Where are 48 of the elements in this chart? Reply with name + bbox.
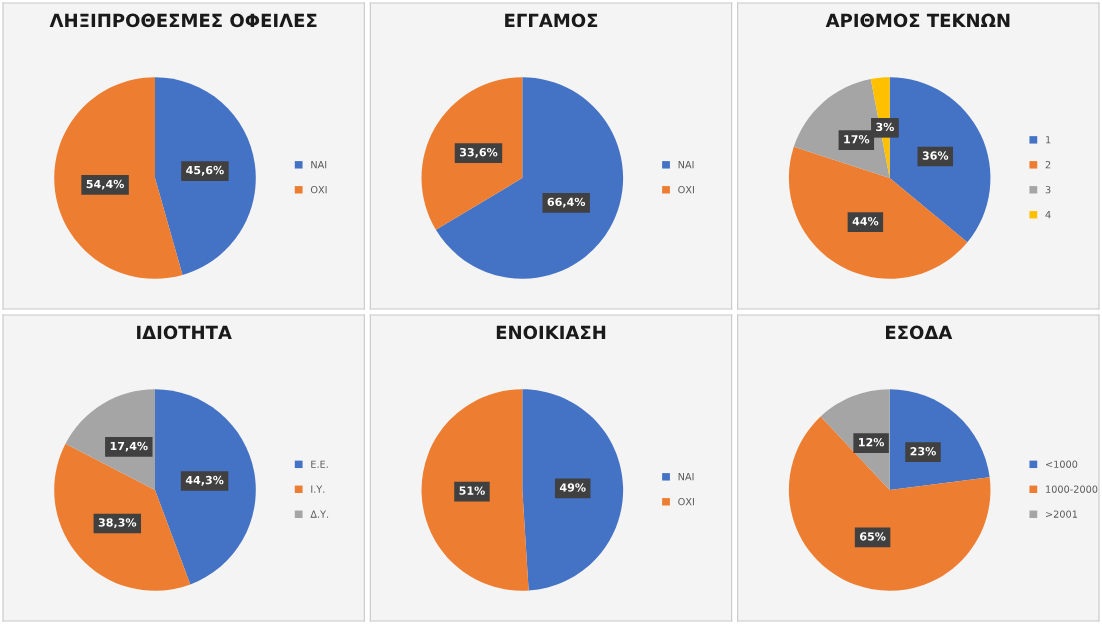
data-label: 44% bbox=[852, 216, 879, 226]
legend-label: Δ.Υ. bbox=[310, 510, 329, 518]
chart-title: ΑΡΙΘΜΟΣ ΤΕΚΝΩΝ bbox=[825, 13, 1010, 28]
legend-label: 4 bbox=[1045, 211, 1051, 219]
data-label: 38,3% bbox=[98, 518, 137, 529]
legend-label: 1000-2000 bbox=[1046, 485, 1098, 493]
chart-title: ΕΣΟΔΑ bbox=[886, 325, 953, 340]
chart-title: ΛΗΞΙΠΡΟΘΕΣΜΕΣ ΟΦΕΙΛΕΣ bbox=[49, 13, 317, 28]
data-label: 66,4% bbox=[547, 197, 586, 208]
legend-label: 2 bbox=[1045, 160, 1051, 169]
pie-slice bbox=[421, 77, 523, 230]
data-label: 45,6% bbox=[186, 165, 224, 176]
data-label: 17,4% bbox=[110, 441, 148, 452]
chart-title: ΕΓΓΑΜΟΣ bbox=[505, 13, 598, 28]
pie-slice bbox=[155, 389, 256, 585]
data-label: 17% bbox=[844, 135, 870, 144]
legend-label: 1 bbox=[1046, 136, 1051, 144]
data-label: 3% bbox=[876, 122, 894, 132]
legend-label: ΟΧΙ bbox=[678, 497, 694, 506]
data-label: 65% bbox=[859, 532, 886, 541]
data-label: 36% bbox=[922, 151, 949, 160]
legend-label: Ι.Υ. bbox=[311, 485, 325, 493]
pie-slice bbox=[435, 77, 624, 279]
chart-title: ΕΝΟΙΚΙΑΣΗ bbox=[496, 325, 606, 340]
pie-slice bbox=[421, 389, 529, 591]
pie-slice bbox=[54, 77, 183, 279]
legend-label: Ε.Ε. bbox=[311, 460, 328, 468]
data-label: 12% bbox=[859, 437, 885, 447]
pie-slice bbox=[522, 389, 624, 591]
legend-label: <1000 bbox=[1046, 460, 1078, 468]
legend-label: >2001 bbox=[1046, 510, 1077, 518]
data-label: 33,6% bbox=[459, 147, 498, 158]
data-label: 49% bbox=[559, 483, 586, 492]
chart-title: ΙΔΙΟΤΗΤΑ bbox=[137, 325, 232, 340]
legend-label: ΝΑΙ bbox=[678, 473, 694, 481]
pie-slice bbox=[889, 389, 990, 490]
pie-slice bbox=[788, 416, 991, 591]
data-label: 54,4% bbox=[86, 179, 124, 190]
legend-label: ΟΧΙ bbox=[310, 185, 327, 194]
legend-label: ΝΑΙ bbox=[311, 161, 327, 169]
pie-slice bbox=[788, 146, 968, 279]
data-label: 23% bbox=[910, 447, 936, 456]
data-label: 51% bbox=[459, 486, 485, 495]
legend-label: 3 bbox=[1045, 185, 1051, 194]
legend-label: ΟΧΙ bbox=[678, 185, 694, 194]
pie-slice bbox=[155, 77, 256, 275]
legend-label: ΝΑΙ bbox=[678, 161, 694, 169]
data-label: 44,3% bbox=[185, 475, 224, 486]
